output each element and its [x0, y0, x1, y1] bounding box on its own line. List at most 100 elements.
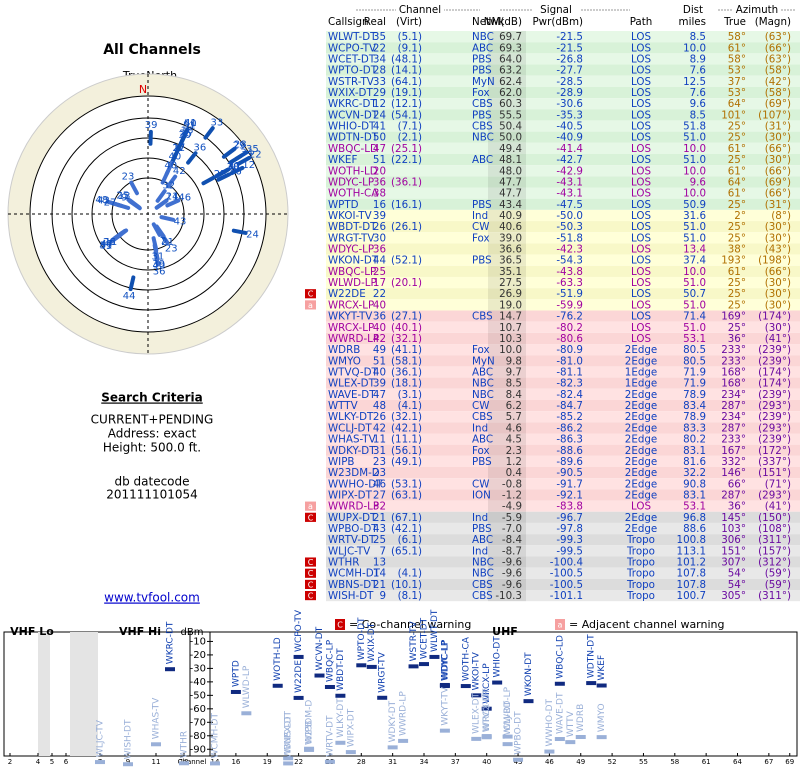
cell-path: LOS	[631, 165, 651, 177]
cell-virt: (2.1)	[398, 132, 422, 144]
signal-callsign: WRCX-LP	[482, 690, 492, 731]
nm-shade	[488, 489, 526, 501]
signal-bar	[335, 740, 346, 745]
cell-nm: 19.0	[499, 299, 522, 311]
column-header: miles	[679, 16, 706, 28]
cell-true: 61°	[728, 143, 746, 155]
cell-real: 36	[373, 311, 386, 323]
cell-dist: 100.8	[677, 534, 706, 546]
group-bg	[396, 4, 444, 16]
legend-letter: a	[558, 621, 563, 630]
cell-path: LOS	[631, 53, 651, 65]
station-channel: 47	[100, 239, 113, 250]
cell-magn: (198°)	[758, 255, 791, 267]
cell-real: 36	[373, 176, 386, 188]
signal-bar	[481, 706, 492, 711]
cell-real: 42	[373, 333, 386, 345]
cell-nm: 60.3	[499, 98, 522, 110]
signal-callsign: WPTD	[231, 660, 241, 687]
cell-real: 17	[373, 277, 386, 289]
cell-callsign: WCET-DT	[328, 53, 376, 65]
cell-callsign: WBQC-LP	[328, 266, 376, 278]
station-channel: 31	[151, 252, 164, 263]
cell-path: LOS	[631, 76, 651, 88]
row-bg	[326, 31, 800, 43]
row-bg	[326, 332, 800, 345]
signal-callsign: WLWD-LP	[242, 665, 252, 708]
row-bg	[326, 265, 800, 277]
station-channel: 24	[246, 229, 259, 240]
cell-dist: 7.6	[690, 65, 706, 77]
cell-path: 2Edge	[625, 355, 657, 367]
row-bg	[326, 500, 800, 512]
signal-callsign: WMYO	[597, 703, 607, 732]
warn-box	[305, 591, 316, 601]
link[interactable]: www.tvfool.com	[104, 591, 200, 605]
column-header: Pwr(dBm)	[532, 16, 583, 28]
cell-true: 145°	[721, 512, 746, 524]
group-bg	[733, 4, 781, 16]
cell-dist: 78.9	[683, 389, 706, 401]
row-bg	[326, 467, 800, 479]
cell-dist: 8.5	[690, 109, 706, 121]
cell-true: 25°	[728, 121, 746, 133]
cell-dist: 51.0	[683, 322, 706, 334]
cell-pwr: -86.2	[556, 422, 583, 434]
warn-box	[305, 568, 316, 578]
x-tick-label: 6	[64, 758, 69, 766]
cell-netwk: PBS	[472, 199, 492, 211]
cell-magn: (71°)	[765, 478, 791, 490]
cell-pwr: -27.7	[556, 65, 583, 77]
signal-bar	[241, 711, 252, 716]
criteria: Address: exact	[108, 427, 197, 441]
cell-pwr: -96.7	[556, 512, 583, 524]
nm-shade	[488, 265, 526, 277]
cell-real: 26	[373, 411, 386, 423]
cell-real: 22	[373, 288, 386, 300]
y-tick-label: -90	[190, 744, 206, 755]
cell-netwk: Fox	[472, 445, 490, 457]
nm-shade	[488, 153, 526, 166]
cell-nm: 5.7	[506, 411, 522, 423]
cell-virt: (22.1)	[391, 154, 422, 166]
row-bg	[326, 366, 800, 378]
cell-magn: (59°)	[765, 579, 791, 591]
warn-box	[305, 512, 316, 522]
criteria: CURRENT+PENDING	[91, 413, 214, 427]
signal-bar	[439, 682, 450, 687]
station-channel: 26	[179, 128, 192, 139]
cell-netwk: CBS	[472, 121, 493, 133]
cell-dist: 80.5	[683, 344, 706, 356]
cell-magn: (172°)	[758, 445, 791, 457]
row-bg	[326, 98, 800, 110]
cell-pwr: -85.2	[556, 411, 583, 423]
cell-virt: (11.1)	[391, 434, 422, 446]
cell-true: 25°	[728, 322, 746, 334]
x-tick-label: 43	[514, 758, 523, 766]
warn-box	[305, 289, 316, 299]
row-bg	[326, 232, 800, 244]
cell-dist: 51.0	[683, 277, 706, 289]
cell-pwr: -99.5	[556, 545, 583, 557]
cell-path: LOS	[631, 143, 651, 155]
column-header: True	[723, 16, 746, 28]
column-header: Netwk	[472, 16, 504, 28]
cell-dist: 10.0	[683, 266, 706, 278]
signal-callsign: WLJC-TV	[96, 719, 106, 757]
cell-virt: (7.1)	[398, 121, 422, 133]
signal-bar	[283, 761, 294, 766]
station-spoke	[151, 236, 159, 252]
cell-pwr: -97.8	[556, 523, 583, 535]
cell-path: 2Edge	[625, 434, 657, 446]
signal-callsign: WLKY-DT	[336, 698, 346, 738]
cell-netwk: CBS	[472, 311, 493, 323]
cell-true: 25°	[728, 154, 746, 166]
cell-real: 22	[373, 42, 386, 54]
cell-path: 2Edge	[625, 478, 657, 490]
cell-netwk: CW	[472, 221, 489, 233]
cell-pwr: -42.7	[556, 154, 583, 166]
cell-callsign: WPTD	[328, 199, 359, 211]
cell-magn: (239°)	[758, 389, 791, 401]
cell-virt: (4.1)	[398, 400, 422, 412]
cell-nm: 40.9	[499, 210, 522, 222]
